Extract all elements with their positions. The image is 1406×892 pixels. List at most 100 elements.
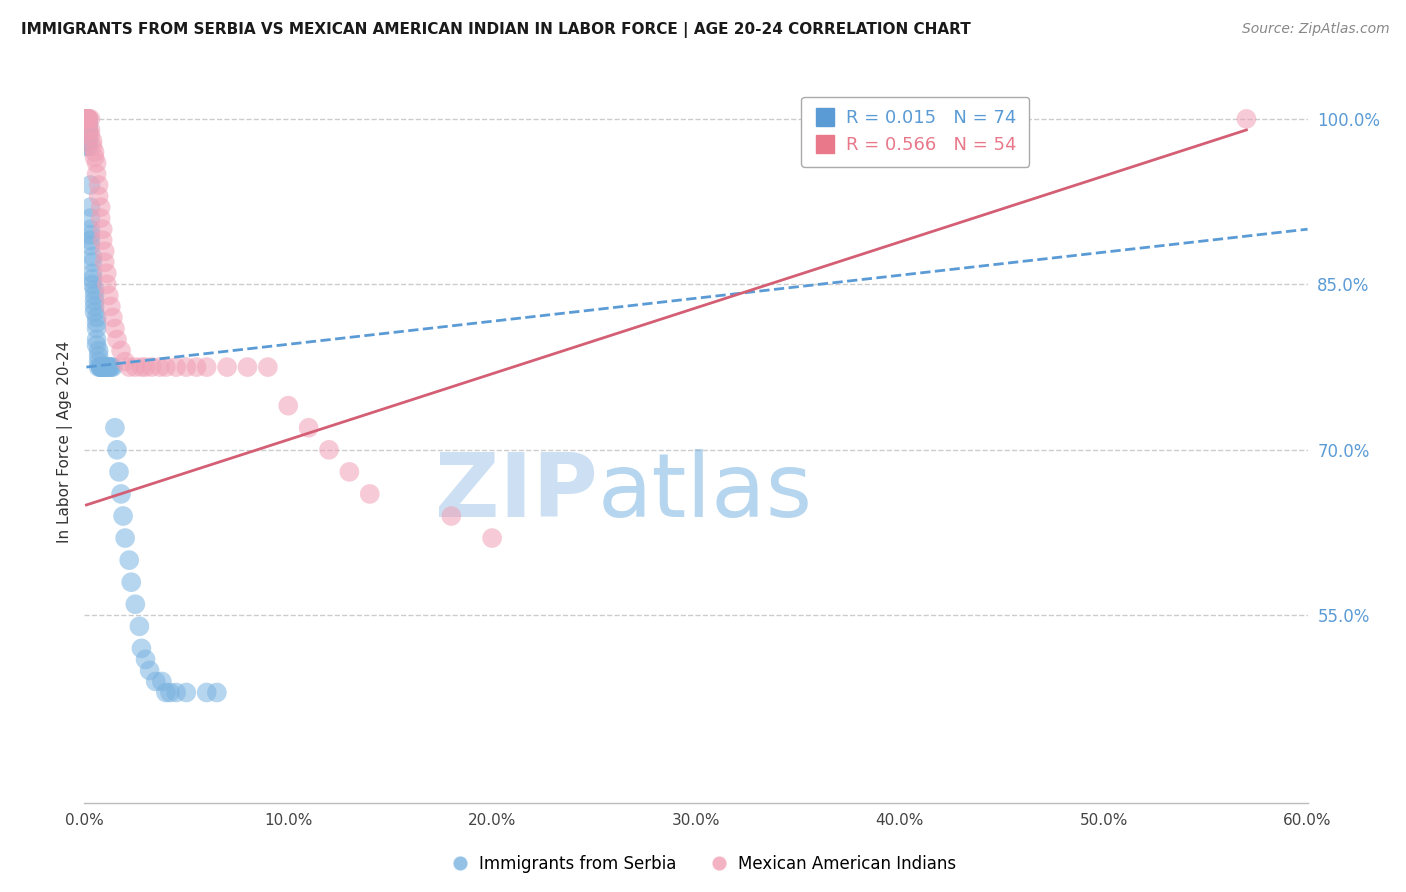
Point (77, 139, 100, 153)
Point (97, 288, 120, 302)
Point (87, 360, 110, 375)
Point (135, 652, 157, 666)
Point (79, 211, 101, 226)
Point (339, 465, 361, 479)
Point (100, 300, 122, 314)
Point (96, 277, 118, 292)
Point (205, 685, 228, 699)
Point (83, 300, 105, 314)
Point (77, 117, 100, 131)
Point (105, 442, 128, 457)
Point (96, 360, 118, 375)
Point (155, 360, 177, 375)
Point (77, 123, 100, 137)
Point (298, 421, 321, 435)
Point (82, 255, 104, 269)
Point (97, 360, 120, 375)
Point (79, 227, 101, 242)
Point (104, 421, 127, 435)
Point (82, 277, 104, 292)
Point (91, 360, 114, 375)
Point (86, 333, 108, 347)
Point (86, 310, 108, 325)
Point (82, 272, 104, 286)
Point (83, 283, 105, 297)
Point (155, 685, 177, 699)
Point (75, 134, 97, 148)
Point (90, 200, 112, 214)
Point (131, 641, 153, 656)
Point (174, 360, 197, 375)
Point (77, 112, 100, 126)
Point (79, 128, 101, 143)
Point (87, 343, 110, 358)
Point (195, 360, 218, 375)
Point (79, 238, 101, 252)
Point (101, 310, 124, 325)
Point (82, 134, 104, 148)
Point (159, 685, 181, 699)
Point (91, 360, 114, 375)
Point (91, 360, 114, 375)
Point (359, 487, 381, 501)
Point (97, 360, 120, 375)
Point (75, 112, 97, 126)
Point (110, 487, 132, 501)
Point (87, 178, 110, 192)
Point (79, 222, 101, 236)
Point (93, 360, 115, 375)
Point (105, 333, 128, 347)
Point (150, 674, 173, 689)
Point (90, 211, 112, 226)
Point (100, 360, 122, 375)
Point (77, 112, 100, 126)
Point (93, 360, 115, 375)
Point (83, 305, 105, 319)
Legend: R = 0.015   N = 74, R = 0.566   N = 54: R = 0.015 N = 74, R = 0.566 N = 54 (801, 96, 1029, 167)
Point (91, 233, 114, 247)
Point (135, 360, 157, 375)
Point (481, 531, 503, 545)
Point (128, 619, 150, 633)
Point (114, 354, 136, 368)
Point (118, 553, 141, 567)
Point (165, 685, 187, 699)
Y-axis label: In Labor Force | Age 20-24: In Labor Force | Age 20-24 (58, 341, 73, 542)
Point (165, 360, 187, 375)
Point (83, 293, 105, 308)
Point (75, 139, 97, 153)
Point (75, 112, 97, 126)
Text: ZIP: ZIP (436, 449, 598, 535)
Point (86, 321, 108, 335)
Legend: Immigrants from Serbia, Mexican American Indians: Immigrants from Serbia, Mexican American… (443, 848, 963, 880)
Point (77, 112, 100, 126)
Text: IMMIGRANTS FROM SERBIA VS MEXICAN AMERICAN INDIAN IN LABOR FORCE | AGE 20-24 COR: IMMIGRANTS FROM SERBIA VS MEXICAN AMERIC… (21, 22, 970, 38)
Point (110, 343, 132, 358)
Point (1236, 112, 1258, 126)
Point (75, 112, 97, 126)
Point (131, 360, 153, 375)
Point (87, 189, 110, 203)
Point (90, 360, 112, 375)
Point (83, 288, 105, 302)
Point (174, 685, 197, 699)
Point (86, 316, 108, 330)
Point (124, 597, 146, 611)
Point (120, 575, 142, 590)
Point (145, 674, 167, 689)
Point (79, 112, 101, 126)
Point (86, 156, 108, 170)
Point (91, 222, 114, 236)
Text: Source: ZipAtlas.com: Source: ZipAtlas.com (1241, 22, 1389, 37)
Point (236, 360, 259, 375)
Point (93, 255, 115, 269)
Point (75, 112, 97, 126)
Point (87, 354, 110, 368)
Point (87, 349, 110, 363)
Point (79, 200, 101, 214)
Point (108, 465, 131, 479)
Point (77, 134, 100, 148)
Point (82, 139, 104, 153)
Point (90, 360, 112, 375)
Point (93, 244, 115, 259)
